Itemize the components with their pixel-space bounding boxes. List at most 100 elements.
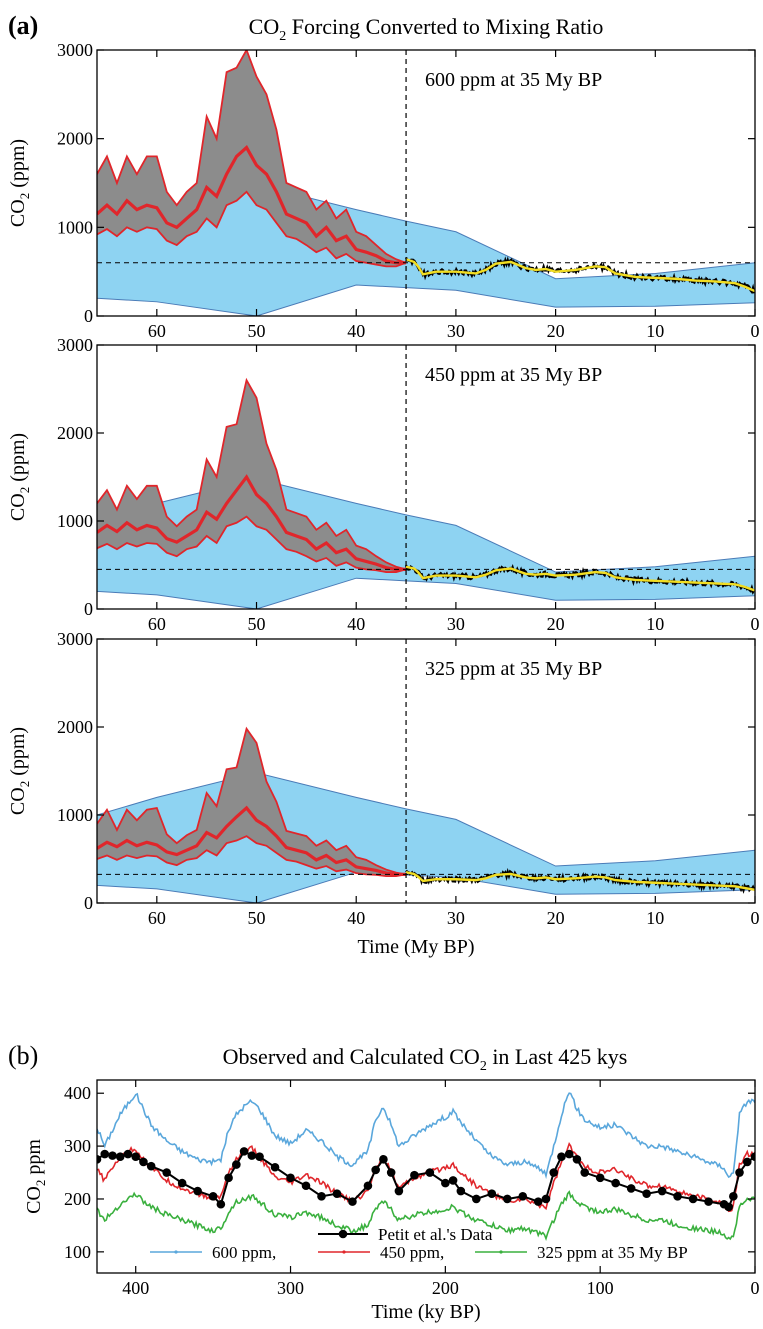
petit-data-point (572, 1155, 582, 1164)
x-tick-label: 40 (347, 321, 365, 341)
y-tick-label: 0 (84, 599, 93, 619)
legend-325ppm-label: 325 ppm at 35 My BP (537, 1243, 688, 1262)
scenario-annotation: 450 ppm at 35 My BP (425, 364, 602, 386)
y-tick-label: 3000 (57, 40, 93, 60)
petit-data-point (456, 1186, 466, 1196)
y-tick-label: 400 (64, 1083, 91, 1103)
x-axis-label: Time (My BP) (357, 936, 474, 958)
petit-data-point (386, 1168, 396, 1177)
x-tick-label: 0 (751, 908, 760, 928)
petit-data-point (549, 1168, 559, 1177)
petit-data-point (518, 1192, 528, 1201)
petit-data-point (642, 1189, 651, 1198)
y-tick-label: 1000 (57, 805, 93, 825)
y-tick-label: 3000 (57, 335, 93, 355)
y-tick-label: 1000 (57, 511, 93, 531)
petit-data-point (441, 1178, 450, 1188)
panel-b-letter: (b) (8, 1041, 38, 1070)
petit-data-line (97, 1150, 755, 1209)
uncertainty-band (97, 184, 755, 316)
x-tick-label: 60 (148, 614, 166, 634)
x-tick-label: 30 (447, 321, 465, 341)
petit-data-point (232, 1160, 241, 1169)
petit-data-point (247, 1151, 257, 1160)
proxy-smoothed-yellow (405, 565, 755, 592)
x-tick-label: 10 (646, 321, 664, 341)
x-tick-label: 40 (347, 908, 365, 928)
petit-data-point (139, 1157, 148, 1167)
petit-data-point (735, 1168, 744, 1177)
petit-data-point (688, 1194, 698, 1204)
petit-data-point (729, 1192, 738, 1201)
x-tick-label: 0 (751, 614, 760, 634)
petit-data-point (742, 1157, 752, 1167)
legend-450ppm-label: 450 ppm, (380, 1243, 444, 1262)
petit-data-point (704, 1197, 713, 1206)
petit-data-point (146, 1161, 156, 1171)
red-median-line (97, 474, 407, 572)
y-axis-label: CO2 ppm (23, 1139, 48, 1214)
petit-data-point (332, 1189, 342, 1198)
axes-frame (96, 638, 756, 904)
petit-data-point (97, 1155, 102, 1164)
red-upper-bound-line (97, 377, 407, 571)
red-upper-bound-line (97, 726, 407, 876)
petit-data-point (448, 1176, 458, 1185)
petit-data-point (270, 1162, 280, 1172)
legend: Petit et al.'s Data 600 ppm, 450 ppm, 325 p… (150, 1225, 688, 1262)
axes-frame (96, 1079, 756, 1274)
petit-data-point (487, 1189, 497, 1198)
petit-data-point (108, 1151, 117, 1160)
x-tick-label: 100 (587, 1278, 614, 1298)
plot-area (97, 377, 755, 609)
x-tick-label: 200 (432, 1278, 459, 1298)
panel-a-title: CO2 Forcing Converted to Mixing Ratio (249, 14, 604, 44)
petit-data-point (379, 1155, 388, 1164)
legend-petit-marker (338, 1229, 348, 1239)
petit-data-point (177, 1178, 187, 1188)
petit-data-point (348, 1197, 357, 1206)
panel-b-title: Observed and Calculated CO2 in Last 425 … (223, 1044, 628, 1074)
y-tick-label: 3000 (57, 629, 93, 649)
red-median-line (97, 145, 407, 265)
x-tick-label: 20 (547, 614, 565, 634)
x-tick-label: 20 (547, 908, 565, 928)
petit-data-point (580, 1168, 589, 1177)
axes-frame (96, 344, 756, 610)
y-tick-label: 2000 (57, 129, 93, 149)
petit-data-point (724, 1202, 733, 1212)
petit-data-point (286, 1173, 295, 1183)
petit-data-point (394, 1186, 404, 1196)
x-tick-label: 30 (447, 614, 465, 634)
petit-data-point (363, 1181, 373, 1191)
x-tick-label: 60 (148, 321, 166, 341)
y-axis-label: CO2 (ppm) (7, 727, 32, 815)
y-tick-label: 2000 (57, 423, 93, 443)
red-lower-bound-line (97, 190, 407, 268)
petit-data-point (371, 1165, 380, 1175)
x-tick-label: 50 (248, 908, 266, 928)
panel-a-letter: (a) (8, 11, 38, 40)
x-tick-label: 50 (248, 614, 266, 634)
x-tick-label: 30 (447, 908, 465, 928)
x-tick-label: 0 (751, 321, 760, 341)
x-tick-label: 40 (347, 614, 365, 634)
y-tick-label: 0 (84, 306, 93, 326)
petit-data-point (564, 1149, 574, 1159)
petit-data-point (193, 1186, 202, 1196)
y-axis-label: CO2 (ppm) (7, 139, 32, 227)
axes-frame (96, 49, 756, 317)
petit-data-point (100, 1149, 110, 1159)
petit-data-point (115, 1152, 125, 1161)
y-tick-label: 300 (64, 1136, 91, 1156)
proxy-smoothed-yellow (405, 258, 755, 293)
legend-600ppm-marker (174, 1250, 178, 1254)
x-tick-label: 300 (277, 1278, 304, 1298)
series-600ppm-line (97, 1092, 755, 1180)
petit-data-point (557, 1152, 566, 1161)
x-tick-label: 60 (148, 908, 166, 928)
petit-data-point (626, 1184, 636, 1193)
